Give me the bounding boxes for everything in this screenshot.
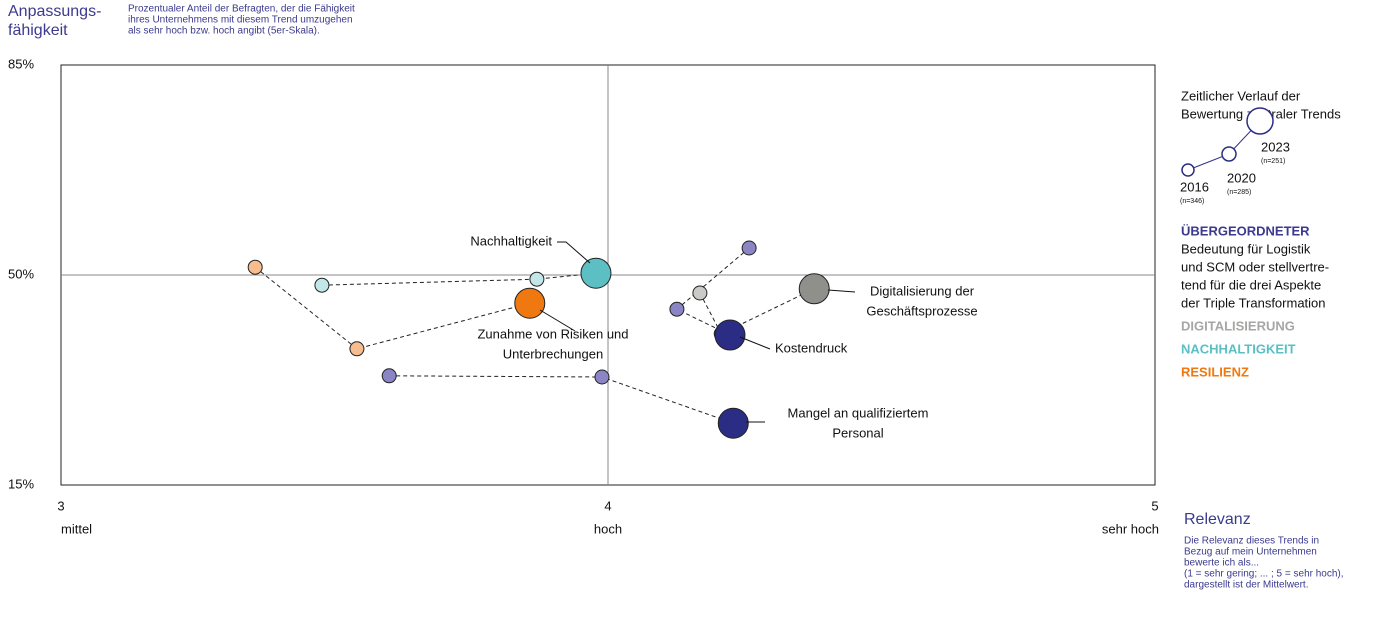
bubble [247, 259, 263, 275]
trend-path [699, 288, 815, 335]
y-axis-description: Prozentualer Anteil der Befragten, der d… [128, 4, 355, 15]
trend-path [254, 266, 530, 350]
trend-path [389, 375, 734, 424]
bubble [798, 273, 830, 305]
legend-circle [1221, 146, 1237, 162]
y-tick-label: 15% [8, 476, 34, 491]
trend-label: Zunahme von Risiken und [477, 326, 628, 341]
legend-text: Bedeutung für Logistik [1181, 241, 1311, 256]
trend-label: Digitalisierung der [870, 283, 975, 298]
x-axis-description: bewerte ich als... [1184, 558, 1259, 569]
bubble [349, 341, 365, 357]
bubble [529, 271, 545, 287]
y-axis-title: fähigkeit [8, 22, 68, 39]
leader-line [539, 309, 576, 332]
x-axis-description: Die Relevanz dieses Trends in [1184, 536, 1319, 547]
legend-n: (n=346) [1180, 198, 1204, 205]
y-tick-label: 50% [8, 266, 34, 281]
legend-group: DIGITALISIERUNG [1181, 318, 1295, 333]
legend-year: 2020 [1227, 170, 1256, 185]
leader-line [739, 336, 771, 350]
x-tick-sublabel: mittel [61, 521, 92, 536]
legend-year: 2023 [1261, 139, 1290, 154]
legend-circle [1181, 163, 1195, 177]
bubble [580, 257, 612, 289]
bubble [314, 277, 330, 293]
bubble [594, 369, 610, 385]
x-axis-description: dargestellt ist der Mittelwert. [1184, 580, 1309, 591]
x-tick-sublabel: hoch [594, 521, 622, 536]
trend-label: Kostendruck [775, 340, 848, 355]
legend-group: RESILIENZ [1181, 364, 1249, 379]
x-axis-description: Bezug auf mein Unternehmen [1184, 547, 1317, 558]
legend-year: 2016 [1180, 179, 1209, 194]
y-axis-title: Anpassungs- [8, 3, 101, 20]
x-axis-title: Relevanz [1184, 511, 1251, 528]
bubble [514, 287, 546, 319]
leader-line [827, 289, 856, 293]
leader-line [557, 241, 591, 264]
y-tick-label: 85% [8, 56, 34, 71]
legend-text: tend für die drei Aspekte [1181, 277, 1321, 292]
legend-group: NACHHALTIGKEIT [1181, 341, 1296, 356]
x-axis-description: (1 = sehr gering; ... ; 5 = sehr hoch), [1184, 569, 1344, 580]
legend-text: der Triple Transformation [1181, 295, 1326, 310]
y-axis-description: ihres Unternehmens mit diesem Trend umzu… [128, 15, 353, 26]
trend-label: Mangel an qualifiziertem [788, 405, 929, 420]
legend-text: und SCM oder stellvertre- [1181, 259, 1329, 274]
x-tick-label: 4 [604, 498, 611, 513]
trend-label: Personal [832, 425, 883, 440]
legend-circle [1246, 107, 1274, 135]
bubble [669, 301, 685, 317]
bubble [381, 368, 397, 384]
bubble [741, 240, 757, 256]
trend-path [321, 272, 597, 286]
trend-label: Nachhaltigkeit [470, 233, 552, 248]
legend-group: ÜBERGEORDNETER [1181, 223, 1310, 238]
bubble [714, 319, 746, 351]
legend-n: (n=285) [1227, 189, 1251, 196]
x-tick-label: 5 [1151, 498, 1158, 513]
x-tick-sublabel: sehr hoch [1102, 521, 1159, 536]
trend-label: Unterbrechungen [503, 346, 603, 361]
legend-n: (n=251) [1261, 158, 1285, 165]
trend-label: Geschäftsprozesse [866, 303, 977, 318]
bubble [692, 285, 708, 301]
legend-title: Zeitlicher Verlauf der [1181, 88, 1301, 103]
x-tick-label: 3 [57, 498, 64, 513]
bubble [717, 407, 749, 439]
y-axis-description: als sehr hoch bzw. hoch angibt (5er-Skal… [128, 26, 320, 37]
